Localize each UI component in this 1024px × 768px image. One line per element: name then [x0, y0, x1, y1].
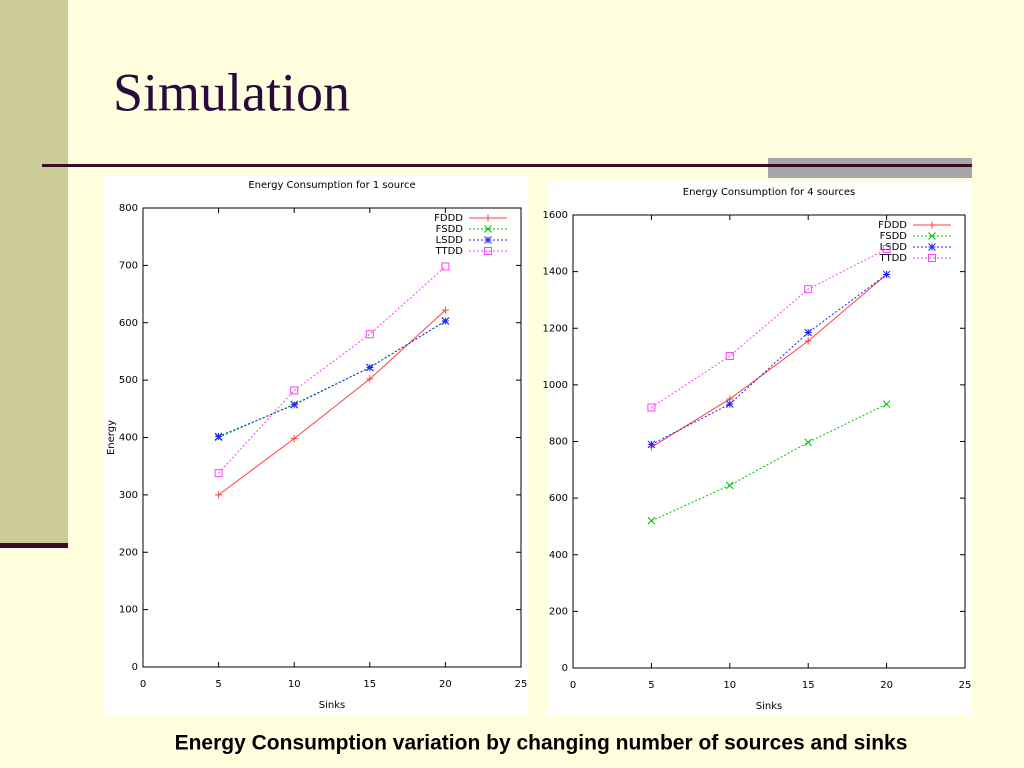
y-tick-label: 100 — [119, 605, 138, 616]
data-point — [804, 285, 813, 294]
y-tick-label: 600 — [549, 493, 568, 504]
side-band — [0, 0, 68, 545]
legend-marker — [928, 243, 936, 251]
x-tick-label: 10 — [723, 680, 736, 691]
data-point — [441, 262, 450, 271]
y-tick-label: 500 — [119, 375, 138, 386]
y-tick-label: 0 — [562, 663, 568, 674]
legend-marker — [928, 232, 936, 240]
data-point — [804, 438, 813, 447]
x-axis-label: Sinks — [319, 700, 345, 711]
y-tick-label: 700 — [119, 260, 138, 271]
legend-marker — [928, 254, 936, 262]
data-point — [647, 516, 656, 525]
x-tick-label: 20 — [439, 679, 452, 690]
caption: Energy Consumption variation by changing… — [175, 732, 908, 755]
legend-label: FSDD — [880, 231, 908, 242]
data-point — [725, 481, 734, 490]
chart-background — [547, 182, 972, 715]
legend-marker — [484, 214, 492, 222]
slide-title: Simulation — [113, 62, 350, 122]
y-tick-label: 400 — [549, 550, 568, 561]
legend-label: LSDD — [880, 242, 908, 253]
legend-marker — [484, 247, 492, 255]
chart-title: Energy Consumption for 4 sources — [683, 187, 856, 198]
legend-label: FDDD — [878, 220, 907, 231]
x-tick-label: 15 — [802, 680, 815, 691]
x-tick-label: 0 — [140, 679, 146, 690]
series-line — [651, 274, 887, 448]
charts: Energy Consumption for 1 source Sinks Ener… — [103, 175, 972, 715]
data-point — [441, 317, 450, 325]
data-point — [441, 306, 449, 314]
legend-label: TTDD — [879, 253, 908, 264]
x-tick-label: 20 — [880, 680, 893, 691]
chart-title: Energy Consumption for 1 source — [248, 180, 415, 191]
y-tick-label: 800 — [119, 203, 138, 214]
y-tick-label: 1400 — [543, 267, 568, 278]
data-point — [365, 363, 374, 372]
series-line — [218, 320, 446, 437]
y-tick-label: 800 — [549, 437, 568, 448]
y-tick-label: 300 — [119, 490, 138, 501]
x-tick-label: 25 — [515, 679, 528, 690]
data-point — [214, 432, 223, 441]
legend-marker — [484, 225, 492, 233]
data-point — [882, 400, 891, 408]
y-tick-label: 200 — [549, 606, 568, 617]
y-axis-label: Energy — [106, 420, 117, 455]
x-tick-label: 15 — [363, 679, 376, 690]
x-tick-label: 0 — [570, 680, 576, 691]
data-point — [804, 337, 812, 345]
series-line — [218, 309, 446, 496]
data-point — [214, 469, 223, 478]
legend-marker — [928, 221, 936, 229]
data-point — [215, 491, 223, 499]
side-rule — [0, 543, 68, 548]
legend-label: FSDD — [436, 224, 464, 235]
legend-marker — [484, 236, 492, 244]
data-point — [882, 244, 891, 253]
y-tick-label: 0 — [132, 662, 138, 673]
data-point — [725, 400, 734, 408]
series-line — [218, 266, 446, 474]
data-point — [290, 435, 298, 443]
x-tick-label: 10 — [288, 679, 301, 690]
data-point — [366, 375, 374, 383]
data-point — [365, 330, 374, 339]
y-tick-label: 1200 — [543, 323, 568, 334]
y-tick-label: 1000 — [543, 380, 568, 391]
x-tick-label: 25 — [959, 680, 972, 691]
legend-label: TTDD — [435, 246, 464, 257]
data-point — [882, 270, 891, 279]
data-point — [725, 351, 734, 360]
y-tick-label: 1600 — [543, 210, 568, 221]
gray-block — [768, 158, 972, 178]
y-tick-label: 200 — [119, 547, 138, 558]
data-point — [804, 328, 813, 337]
chart-background — [103, 175, 528, 715]
title-rule — [42, 164, 972, 167]
x-axis-label: Sinks — [756, 701, 782, 712]
legend-label: FDDD — [434, 213, 463, 224]
x-tick-label: 5 — [648, 680, 654, 691]
data-point — [290, 386, 299, 395]
data-point — [290, 400, 299, 409]
y-tick-label: 400 — [119, 433, 138, 444]
data-point — [647, 403, 656, 412]
data-point — [647, 440, 656, 449]
legend-label: LSDD — [436, 235, 464, 246]
series-line — [651, 248, 887, 408]
series-line — [651, 274, 887, 445]
y-tick-label: 600 — [119, 318, 138, 329]
x-tick-label: 5 — [215, 679, 221, 690]
